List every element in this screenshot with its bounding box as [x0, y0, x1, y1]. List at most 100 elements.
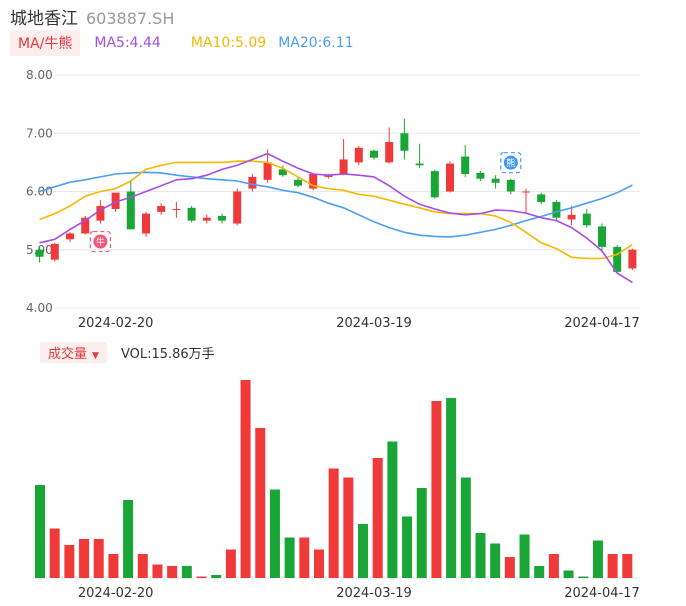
candle-body: [567, 214, 576, 220]
candle-body: [202, 217, 211, 221]
marker-frame: [89, 230, 112, 253]
volume-bar: [152, 564, 163, 578]
candle: [324, 174, 333, 179]
candle: [446, 161, 454, 193]
candle-body: [233, 191, 242, 224]
volume-bar: [123, 500, 134, 578]
candle: [415, 143, 424, 169]
candle: [50, 242, 59, 262]
ma-legend: MA/牛熊 MA5:4.44 MA10:5.09 MA20:6.11: [10, 30, 354, 56]
ma-toggle-button[interactable]: MA/牛熊: [10, 30, 81, 56]
volume-bar: [475, 533, 486, 578]
candle: [294, 176, 302, 188]
x-tick-label: 2024-03-19: [336, 316, 412, 331]
volume-bar: [548, 554, 559, 578]
candle: [172, 201, 181, 218]
candle: [81, 215, 90, 235]
candle: [461, 144, 470, 177]
candle: [339, 139, 348, 176]
candle: [35, 246, 44, 263]
volume-indicator-dropdown[interactable]: 成交量 ▼: [40, 341, 107, 363]
candle: [218, 213, 226, 224]
candle-body: [461, 156, 470, 175]
candle: [187, 206, 196, 223]
candle: [96, 200, 105, 224]
candle: [522, 188, 530, 214]
candle: [400, 118, 409, 160]
candle-body: [446, 163, 454, 192]
candle-body: [142, 213, 150, 234]
stock-code: 603887.SH: [86, 9, 175, 28]
candle-body: [354, 147, 363, 163]
candle-body: [628, 249, 637, 269]
ma10-line: [39, 160, 633, 260]
candle-body: [582, 213, 591, 226]
candle: [628, 248, 637, 271]
candle: [278, 165, 287, 177]
candle-body: [35, 249, 44, 257]
stock-name: 城地香江: [10, 9, 78, 29]
candle-body: [96, 206, 105, 221]
volume-bar: [460, 477, 471, 578]
candle: [157, 203, 166, 215]
y-tick-label: 8.00: [26, 68, 53, 82]
y-tick-label: 4.00: [26, 301, 53, 315]
candle-body: [385, 141, 394, 163]
candle: [582, 208, 591, 228]
candle: [613, 245, 622, 274]
candle-body: [324, 175, 333, 177]
volume-bar: [93, 539, 104, 578]
candle-body: [248, 176, 257, 189]
candle: [491, 175, 500, 189]
marker-dot: [93, 234, 108, 249]
volume-bar: [211, 575, 222, 578]
candle: [263, 149, 272, 183]
candle: [598, 223, 606, 253]
candle-body: [598, 226, 606, 247]
x-tick-label: 2024-04-17: [564, 316, 640, 331]
marker-frame: [500, 152, 522, 174]
volume-bar: [343, 477, 354, 578]
stock-header: 城地香江 603887.SH: [10, 4, 175, 29]
candle: [552, 200, 561, 221]
volume-bar: [534, 566, 545, 578]
volume-bar: [592, 540, 603, 578]
volume-bar: [108, 554, 119, 578]
candle-body: [66, 233, 74, 240]
x-tick-label: 2024-04-17: [564, 586, 640, 601]
volume-bar: [255, 428, 266, 578]
candle: [142, 211, 150, 237]
volume-bar: [328, 468, 339, 578]
y-tick-label: 6.00: [26, 185, 53, 199]
ma5-line: [39, 152, 633, 284]
volume-bar: [181, 566, 192, 578]
candle: [309, 172, 318, 191]
candle-body: [126, 191, 135, 230]
volume-legend: 成交量 ▼ VOL:15.86万手: [40, 341, 215, 363]
bear-marker-icon: 熊: [500, 152, 522, 174]
candle-body: [263, 162, 272, 180]
volume-bar: [402, 516, 413, 578]
ma20-line: [39, 171, 633, 238]
volume-bar: [387, 441, 398, 578]
volume-bar: [446, 398, 457, 578]
candle-body: [50, 243, 59, 260]
volume-bar: [240, 380, 251, 578]
volume-bar: [269, 489, 280, 578]
candle: [202, 214, 211, 224]
candle: [385, 127, 394, 164]
candle-body: [552, 201, 561, 218]
candle-body: [172, 208, 181, 210]
candle-body: [278, 169, 287, 176]
marker-dot: [503, 155, 518, 170]
candle-body: [491, 178, 500, 183]
candle-body: [81, 217, 90, 234]
candle: [111, 192, 120, 212]
y-tick-label: 7.00: [26, 126, 53, 140]
candle: [476, 171, 485, 182]
volume-bar: [64, 545, 75, 578]
x-tick-label: 2024-03-19: [336, 586, 412, 601]
volume-bar: [196, 576, 207, 578]
volume-bar: [490, 543, 501, 578]
